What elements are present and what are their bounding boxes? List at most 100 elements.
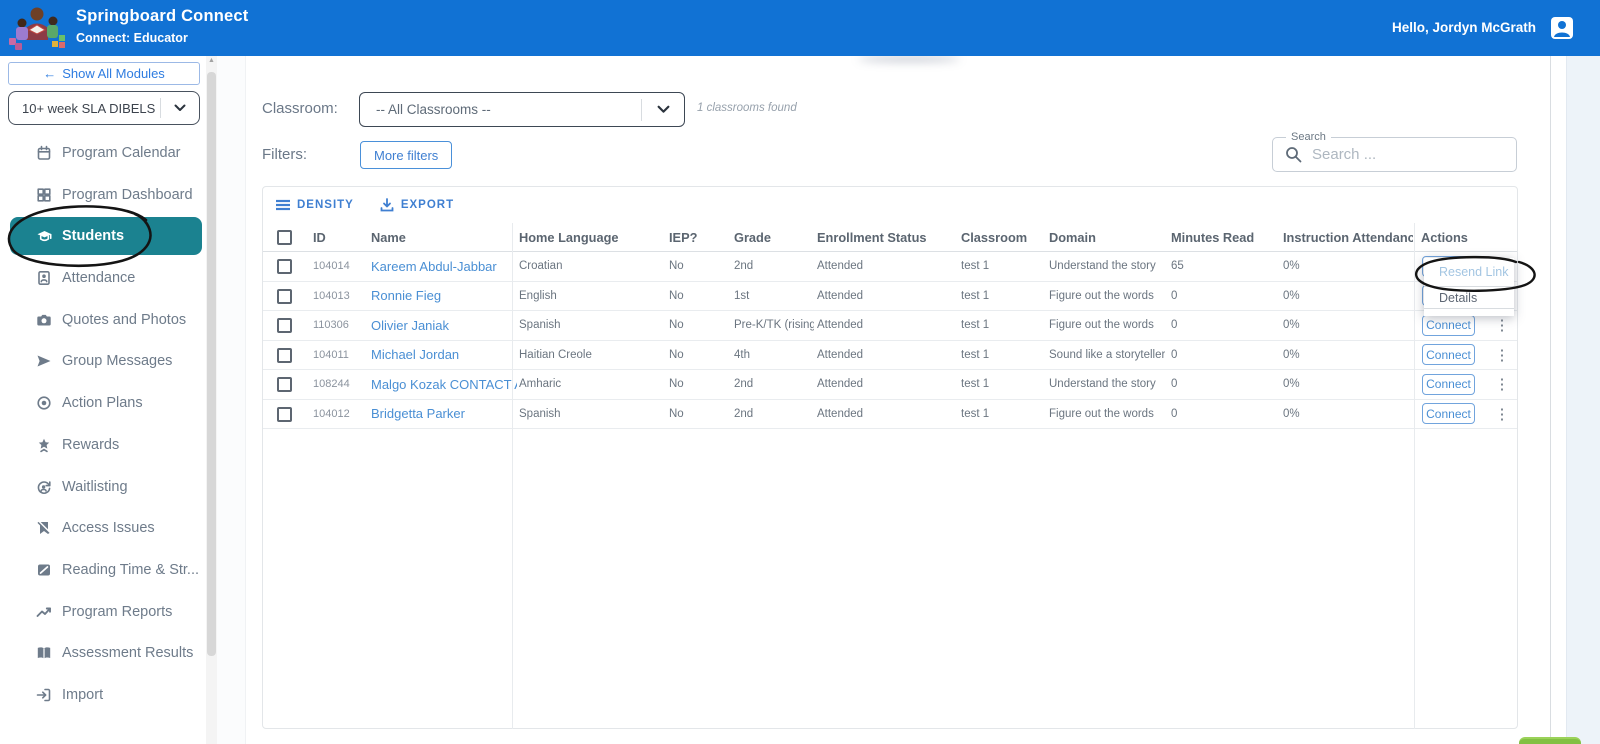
column-header-actions[interactable]: Actions: [1421, 229, 1468, 245]
kebab-menu-icon[interactable]: ⋮: [1494, 346, 1510, 364]
student-name-link[interactable]: Ronnie Fieg: [371, 288, 442, 304]
cell-grade: 2nd: [734, 407, 754, 420]
sidebar-item-label: Group Messages: [62, 353, 173, 370]
column-header-id[interactable]: ID: [313, 229, 326, 245]
connect-button[interactable]: Connect: [1422, 403, 1475, 425]
cell-iep: No: [669, 260, 684, 273]
student-name-link[interactable]: Olivier Janiak: [371, 317, 450, 333]
sidebar-item-attendance[interactable]: Attendance: [10, 259, 202, 297]
more-filters-button[interactable]: More filters: [360, 141, 453, 169]
sidebar-item-action-plans[interactable]: Action Plans: [10, 384, 202, 422]
sidebar-item-label: Reading Time & Str...: [62, 561, 200, 578]
row-checkbox[interactable]: [277, 377, 292, 392]
filters-label: Filters:: [262, 146, 307, 163]
sidebar-item-label: Program Reports: [62, 603, 173, 620]
search-icon: [1286, 147, 1302, 163]
sidebar-item-waitlisting[interactable]: Waitlisting: [10, 468, 202, 506]
sidebar-item-assessment-results[interactable]: Assessment Results: [10, 634, 202, 672]
cell-domain: Figure out the words: [1049, 407, 1154, 420]
cell-minutes-read: 65: [1171, 260, 1184, 273]
kebab-menu-icon[interactable]: ⋮: [1494, 376, 1510, 394]
menu-item-details[interactable]: Details: [1424, 286, 1514, 309]
cell-id: 104012: [313, 407, 350, 420]
book-icon: [36, 645, 53, 662]
column-header-grade[interactable]: Grade: [734, 229, 771, 245]
density-button[interactable]: DENSITY: [276, 199, 354, 211]
cell-grade: 1st: [734, 289, 750, 302]
cell-classroom: test 1: [961, 319, 990, 332]
cell-minutes-read: 0: [1171, 289, 1178, 302]
cell-minutes-read: 0: [1171, 348, 1178, 361]
select-all-checkbox[interactable]: [277, 230, 292, 245]
cell-home-language: Spanish: [519, 407, 561, 420]
cell-grade: 4th: [734, 348, 750, 361]
row-checkbox[interactable]: [277, 318, 292, 333]
sidebar-scrollbar-thumb[interactable]: [207, 72, 216, 656]
kebab-menu-icon[interactable]: ⋮: [1494, 317, 1510, 335]
cell-instruction-attendance: 0%: [1283, 289, 1300, 302]
student-name-link[interactable]: Kareem Abdul-Jabbar: [371, 258, 497, 274]
sidebar-item-program-dashboard[interactable]: Program Dashboard: [10, 176, 202, 214]
sidebar-item-group-messages[interactable]: Group Messages: [10, 342, 202, 380]
connect-button[interactable]: Connect: [1422, 373, 1475, 395]
cell-enrollment-status: Attended: [817, 319, 864, 332]
row-checkbox[interactable]: [277, 288, 292, 304]
cell-iep: No: [669, 378, 684, 391]
table-row: 108244 Malgo Kozak CONTACT A Amharic No 2nd A…: [263, 370, 1517, 400]
module-select-value: 10+ week SLA DIBELS De...: [22, 100, 160, 116]
sidebar-item-program-reports[interactable]: Program Reports: [10, 593, 202, 631]
connect-button[interactable]: Connect: [1422, 344, 1475, 366]
cell-enrollment-status: Attended: [817, 407, 864, 420]
show-all-modules-button[interactable]: ← Show All Modules: [8, 62, 200, 85]
sidebar-item-label: Students: [62, 228, 125, 245]
row-checkbox[interactable]: [277, 259, 292, 274]
classrooms-found-text: 1 classrooms found: [697, 102, 797, 114]
cell-grade: Pre-K/TK (rising: [734, 319, 814, 332]
help-beacon-button[interactable]: [1519, 737, 1581, 744]
cell-id: 104013: [313, 289, 350, 302]
column-header-iep[interactable]: IEP?: [669, 229, 698, 245]
column-header-classroom[interactable]: Classroom: [961, 229, 1028, 245]
classroom-select[interactable]: -- All Classrooms --: [359, 92, 685, 127]
connect-button[interactable]: Connect: [1422, 314, 1475, 336]
cell-domain: Sound like a storyteller: [1049, 348, 1165, 361]
student-name-link[interactable]: Michael Jordan: [371, 347, 460, 363]
table-row: 104013 Ronnie Fieg English No 1st Attended tes…: [263, 281, 1517, 311]
column-header-minutes-read[interactable]: Minutes Read: [1171, 229, 1255, 245]
module-select[interactable]: 10+ week SLA DIBELS De...: [8, 91, 200, 125]
menu-item-resend-link[interactable]: Resend Link: [1439, 265, 1509, 279]
student-name-link[interactable]: Bridgetta Parker: [371, 406, 465, 422]
kebab-menu-icon[interactable]: ⋮: [1494, 405, 1510, 423]
cell-classroom: test 1: [961, 260, 990, 273]
cell-instruction-attendance: 0%: [1283, 348, 1300, 361]
student-name-link[interactable]: Malgo Kozak CONTACT A: [371, 376, 517, 392]
cell-id: 104014: [313, 260, 350, 273]
column-header-home-language[interactable]: Home Language: [519, 229, 619, 245]
sidebar-item-program-calendar[interactable]: Program Calendar: [10, 134, 202, 172]
cell-actions: Connect ⋮: [1421, 370, 1517, 399]
cell-domain: Understand the story: [1049, 260, 1156, 273]
sidebar-item-quotes-and-photos[interactable]: Quotes and Photos: [10, 301, 202, 339]
sidebar-item-import[interactable]: Import: [10, 676, 202, 714]
row-checkbox[interactable]: [277, 406, 292, 422]
export-button[interactable]: EXPORT: [380, 198, 454, 212]
search-input[interactable]: [1312, 146, 1516, 163]
page-scrollbar-track[interactable]: [1566, 56, 1600, 744]
sidebar-item-rewards[interactable]: Rewards: [10, 426, 202, 464]
cell-instruction-attendance: 0%: [1283, 260, 1300, 273]
sidebar-item-students[interactable]: Students: [10, 217, 202, 256]
row-actions-menu: Resend Link Details: [1424, 258, 1514, 316]
row-checkbox[interactable]: [277, 347, 292, 363]
sidebar-item-label: Attendance: [62, 270, 136, 287]
cell-grade: 2nd: [734, 378, 754, 391]
sidebar-item-label: Access Issues: [62, 520, 155, 537]
column-header-domain[interactable]: Domain: [1049, 229, 1096, 245]
column-header-instruction-attendance[interactable]: Instruction Attendance: [1283, 229, 1413, 245]
scrollbar-up-arrow[interactable]: ▲: [208, 57, 215, 64]
user-account-icon[interactable]: [1550, 16, 1574, 40]
column-header-enrollment-status[interactable]: Enrollment Status: [817, 229, 927, 245]
sidebar-item-access-issues[interactable]: Access Issues: [10, 509, 202, 547]
column-header-name[interactable]: Name: [371, 229, 406, 245]
sidebar-item-reading-time-str[interactable]: Reading Time & Str...: [10, 551, 202, 589]
